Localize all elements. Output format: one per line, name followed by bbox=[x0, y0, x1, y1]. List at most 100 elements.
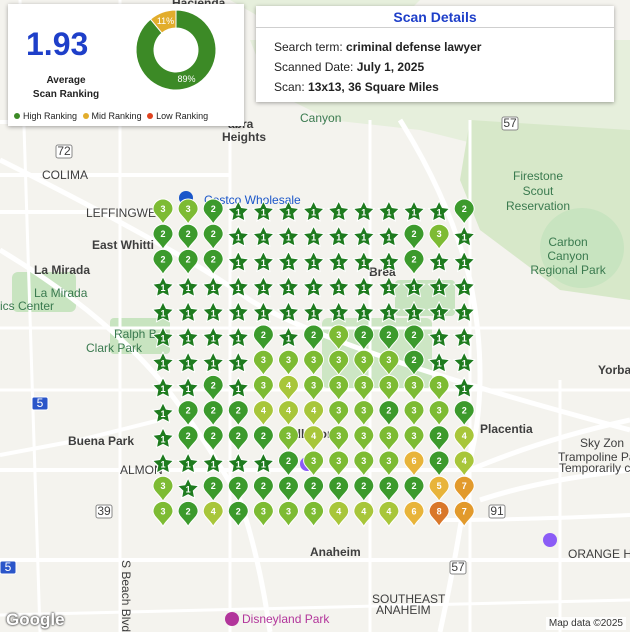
rank-pin[interactable]: 2 bbox=[303, 475, 325, 503]
rank-pin[interactable]: 7 bbox=[453, 475, 475, 503]
rank-pin[interactable]: 2 bbox=[202, 223, 224, 251]
rank-pin[interactable]: 1 bbox=[176, 451, 200, 474]
rank-pin[interactable]: 3 bbox=[378, 425, 400, 452]
rank-pin[interactable]: 1 bbox=[302, 225, 326, 248]
rank-pin[interactable]: 1 bbox=[226, 451, 250, 474]
rank-pin[interactable]: 2 bbox=[177, 500, 199, 528]
rank-pin[interactable]: 2 bbox=[378, 324, 400, 352]
rank-pin[interactable]: 2 bbox=[453, 198, 475, 226]
rank-pin[interactable]: 3 bbox=[177, 198, 199, 226]
rank-pin[interactable]: 1 bbox=[201, 275, 225, 298]
rank-pin[interactable]: 2 bbox=[277, 450, 300, 478]
rank-pin[interactable]: 1 bbox=[327, 225, 351, 248]
rank-pin[interactable]: 2 bbox=[403, 349, 425, 377]
rank-pin[interactable]: 2 bbox=[428, 450, 450, 478]
rank-pin[interactable]: 1 bbox=[251, 451, 275, 474]
rank-pin[interactable]: 3 bbox=[353, 400, 375, 427]
rank-pin[interactable]: 1 bbox=[176, 325, 200, 348]
rank-pin[interactable]: 4 bbox=[303, 400, 325, 427]
rank-pin[interactable]: 2 bbox=[177, 400, 199, 427]
rank-pin[interactable]: 2 bbox=[227, 400, 249, 427]
rank-pin[interactable]: 1 bbox=[201, 351, 225, 374]
rank-pin[interactable]: 1 bbox=[377, 250, 401, 273]
rank-pin[interactable]: 1 bbox=[151, 300, 175, 323]
rank-pin[interactable]: 1 bbox=[452, 351, 476, 374]
rank-pin[interactable]: 3 bbox=[403, 400, 425, 427]
rank-pin[interactable]: 5 bbox=[428, 475, 450, 503]
rank-pin[interactable]: 1 bbox=[302, 250, 326, 273]
rank-pin[interactable]: 1 bbox=[201, 300, 225, 323]
rank-pin[interactable]: 6 bbox=[403, 500, 425, 528]
rank-pin[interactable]: 1 bbox=[276, 275, 301, 298]
rank-pin[interactable]: 1 bbox=[176, 376, 200, 399]
rank-pin[interactable]: 1 bbox=[251, 275, 275, 298]
rank-pin[interactable]: 6 bbox=[403, 450, 425, 478]
rank-pin[interactable]: 2 bbox=[202, 425, 224, 452]
rank-pin[interactable]: 1 bbox=[452, 300, 476, 323]
rank-pin[interactable]: 1 bbox=[276, 225, 301, 248]
rank-pin[interactable]: 3 bbox=[303, 450, 325, 478]
rank-pin[interactable]: 1 bbox=[251, 225, 275, 248]
google-logo[interactable]: Google bbox=[6, 610, 65, 629]
rank-pin[interactable]: 3 bbox=[353, 374, 375, 402]
rank-pin[interactable]: 1 bbox=[226, 199, 250, 222]
rank-pin[interactable]: 1 bbox=[201, 451, 225, 474]
rank-pin[interactable]: 3 bbox=[353, 450, 375, 478]
rank-pin[interactable]: 2 bbox=[453, 400, 475, 427]
rank-pin[interactable]: 2 bbox=[403, 223, 425, 251]
rank-pin[interactable]: 1 bbox=[452, 275, 476, 298]
rank-pin[interactable]: 1 bbox=[427, 300, 451, 323]
rank-pin[interactable]: 1 bbox=[226, 300, 250, 323]
rank-pin[interactable]: 1 bbox=[276, 300, 301, 323]
rank-pin[interactable]: 4 bbox=[277, 400, 300, 427]
rank-pin[interactable]: 3 bbox=[328, 324, 350, 352]
rank-pin[interactable]: 3 bbox=[152, 198, 174, 226]
rank-pin[interactable]: 1 bbox=[427, 325, 451, 348]
rank-pin[interactable]: 1 bbox=[151, 325, 175, 348]
rank-pin[interactable]: 3 bbox=[353, 349, 375, 377]
rank-pin[interactable]: 2 bbox=[202, 475, 224, 503]
rank-pin[interactable]: 4 bbox=[202, 500, 224, 528]
rank-pin[interactable]: 1 bbox=[151, 376, 175, 399]
rank-pin[interactable]: 1 bbox=[352, 199, 376, 222]
rank-pin[interactable]: 3 bbox=[303, 374, 325, 402]
rank-pin[interactable]: 3 bbox=[328, 374, 350, 402]
rank-pin[interactable]: 1 bbox=[427, 250, 451, 273]
rank-pin[interactable]: 1 bbox=[226, 376, 250, 399]
rank-pin[interactable]: 1 bbox=[276, 250, 301, 273]
rank-pin[interactable]: 4 bbox=[453, 425, 475, 452]
rank-pin[interactable]: 2 bbox=[328, 475, 350, 503]
rank-pin[interactable]: 2 bbox=[252, 475, 274, 503]
rank-pin[interactable]: 1 bbox=[327, 199, 351, 222]
rank-pin[interactable]: 2 bbox=[277, 475, 300, 503]
rank-pin[interactable]: 1 bbox=[226, 325, 250, 348]
rank-pin[interactable]: 2 bbox=[378, 400, 400, 427]
rank-pin[interactable]: 1 bbox=[302, 300, 326, 323]
rank-pin[interactable]: 1 bbox=[251, 199, 275, 222]
rank-pin[interactable]: 3 bbox=[252, 374, 274, 402]
rank-pin[interactable]: 3 bbox=[403, 425, 425, 452]
rank-pin[interactable]: 2 bbox=[428, 425, 450, 452]
rank-pin[interactable]: 1 bbox=[377, 199, 401, 222]
rank-pin[interactable]: 2 bbox=[378, 475, 400, 503]
rank-pin[interactable]: 1 bbox=[176, 300, 200, 323]
rank-pin[interactable]: 2 bbox=[353, 324, 375, 352]
rank-pin[interactable]: 3 bbox=[303, 500, 325, 528]
rank-pin[interactable]: 1 bbox=[276, 325, 301, 348]
rank-pin[interactable]: 7 bbox=[453, 500, 475, 528]
rank-pin[interactable]: 3 bbox=[378, 450, 400, 478]
rank-pin[interactable]: 1 bbox=[402, 275, 426, 298]
rank-pin[interactable]: 3 bbox=[252, 500, 274, 528]
rank-pin[interactable]: 2 bbox=[202, 248, 224, 276]
rank-pin[interactable]: 1 bbox=[226, 275, 250, 298]
rank-pin[interactable]: 1 bbox=[251, 250, 275, 273]
rank-pin[interactable]: 2 bbox=[202, 400, 224, 427]
rank-pin[interactable]: 2 bbox=[403, 324, 425, 352]
rank-pin[interactable]: 1 bbox=[452, 250, 476, 273]
rank-pin[interactable]: 2 bbox=[353, 475, 375, 503]
rank-pin[interactable]: 3 bbox=[328, 425, 350, 452]
rank-pin[interactable]: 1 bbox=[452, 376, 476, 399]
rank-pin[interactable]: 1 bbox=[151, 275, 175, 298]
rank-pin[interactable]: 1 bbox=[151, 401, 175, 424]
